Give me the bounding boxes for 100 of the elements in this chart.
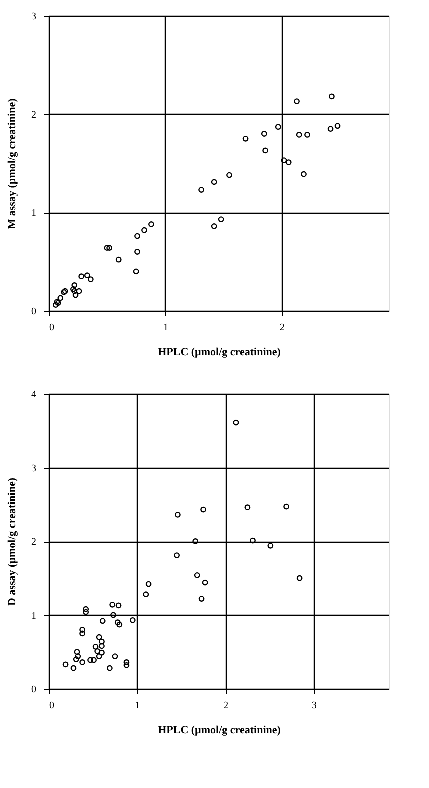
point	[70, 286, 76, 292]
y-axis-title: D assay (µmol/g creatinine)	[6, 478, 18, 606]
point	[192, 538, 199, 544]
point	[174, 552, 180, 558]
point	[104, 245, 110, 252]
point	[72, 282, 78, 288]
point	[301, 171, 307, 178]
point	[94, 648, 101, 654]
y-tick-label: 0	[32, 306, 36, 318]
point	[133, 268, 140, 275]
point	[268, 542, 274, 549]
x-tick-label: 1	[135, 700, 140, 712]
point	[328, 126, 334, 132]
x-axis-title: HPLC (µmol/g creatinine)	[158, 346, 282, 358]
point	[74, 649, 80, 656]
point	[334, 123, 341, 130]
point	[329, 94, 335, 100]
y-tick-label: 2	[32, 537, 36, 548]
point	[72, 292, 79, 298]
point	[76, 288, 82, 294]
point	[70, 665, 77, 672]
point	[143, 592, 150, 598]
point	[296, 132, 302, 138]
point	[218, 216, 224, 222]
point	[58, 295, 64, 302]
x-tick-label: 2	[224, 700, 229, 712]
point	[106, 245, 112, 252]
point	[99, 638, 105, 645]
point	[233, 420, 240, 426]
point	[242, 136, 249, 142]
point	[112, 654, 118, 660]
point	[80, 627, 86, 633]
point	[202, 580, 208, 586]
x-tick-label: 2	[280, 322, 285, 334]
y-axis-title: M assay (µmol/g creatinine)	[6, 98, 18, 230]
point	[211, 223, 218, 230]
point	[211, 179, 218, 186]
y-tick-label: 2	[32, 110, 36, 121]
point	[99, 643, 105, 650]
point	[226, 172, 232, 178]
point	[148, 222, 154, 228]
point	[73, 656, 80, 662]
point	[194, 572, 200, 578]
point	[83, 609, 90, 616]
point	[261, 131, 268, 137]
point	[96, 634, 102, 640]
y-tick-label: 1	[32, 208, 36, 220]
point	[244, 504, 251, 511]
point	[83, 606, 90, 612]
point	[142, 227, 148, 234]
point	[198, 187, 204, 193]
x-tick-label: 0	[50, 700, 54, 712]
point	[134, 233, 140, 240]
y-tick-label: 4	[32, 390, 36, 400]
point	[53, 302, 59, 308]
point	[296, 575, 303, 582]
point	[281, 158, 288, 164]
point	[78, 274, 85, 280]
point	[84, 272, 90, 279]
x-tick-label: 3	[312, 700, 317, 712]
point	[99, 650, 105, 656]
point	[116, 622, 123, 628]
point	[106, 665, 113, 672]
point	[114, 620, 121, 626]
point	[110, 612, 116, 618]
point	[124, 662, 130, 668]
point	[88, 657, 94, 664]
point	[72, 288, 78, 294]
point	[124, 660, 130, 666]
x-axis-title: HPLC (µmol/g creatinine)	[158, 724, 282, 736]
point	[116, 602, 122, 609]
point	[130, 617, 136, 624]
point	[294, 98, 300, 104]
point	[100, 618, 106, 624]
point	[80, 630, 86, 637]
point	[262, 148, 269, 154]
point	[80, 660, 86, 666]
point	[91, 657, 97, 664]
point	[96, 654, 102, 660]
point	[198, 596, 205, 602]
point	[275, 124, 282, 130]
point	[116, 256, 122, 263]
point	[174, 512, 181, 518]
point	[200, 506, 206, 513]
y-tick-label: 1	[32, 610, 36, 622]
point	[146, 581, 152, 588]
point	[284, 504, 290, 510]
point	[92, 644, 99, 650]
point	[304, 132, 310, 138]
y-tick-label: 3	[32, 12, 36, 22]
point	[62, 662, 69, 668]
point	[250, 538, 256, 544]
x-tick-label: 1	[163, 322, 168, 334]
point	[75, 654, 82, 660]
point	[110, 602, 116, 608]
x-tick-label: 0	[50, 322, 54, 334]
point	[134, 249, 140, 255]
point	[88, 276, 94, 282]
y-tick-label: 0	[32, 684, 36, 696]
point	[286, 160, 292, 166]
